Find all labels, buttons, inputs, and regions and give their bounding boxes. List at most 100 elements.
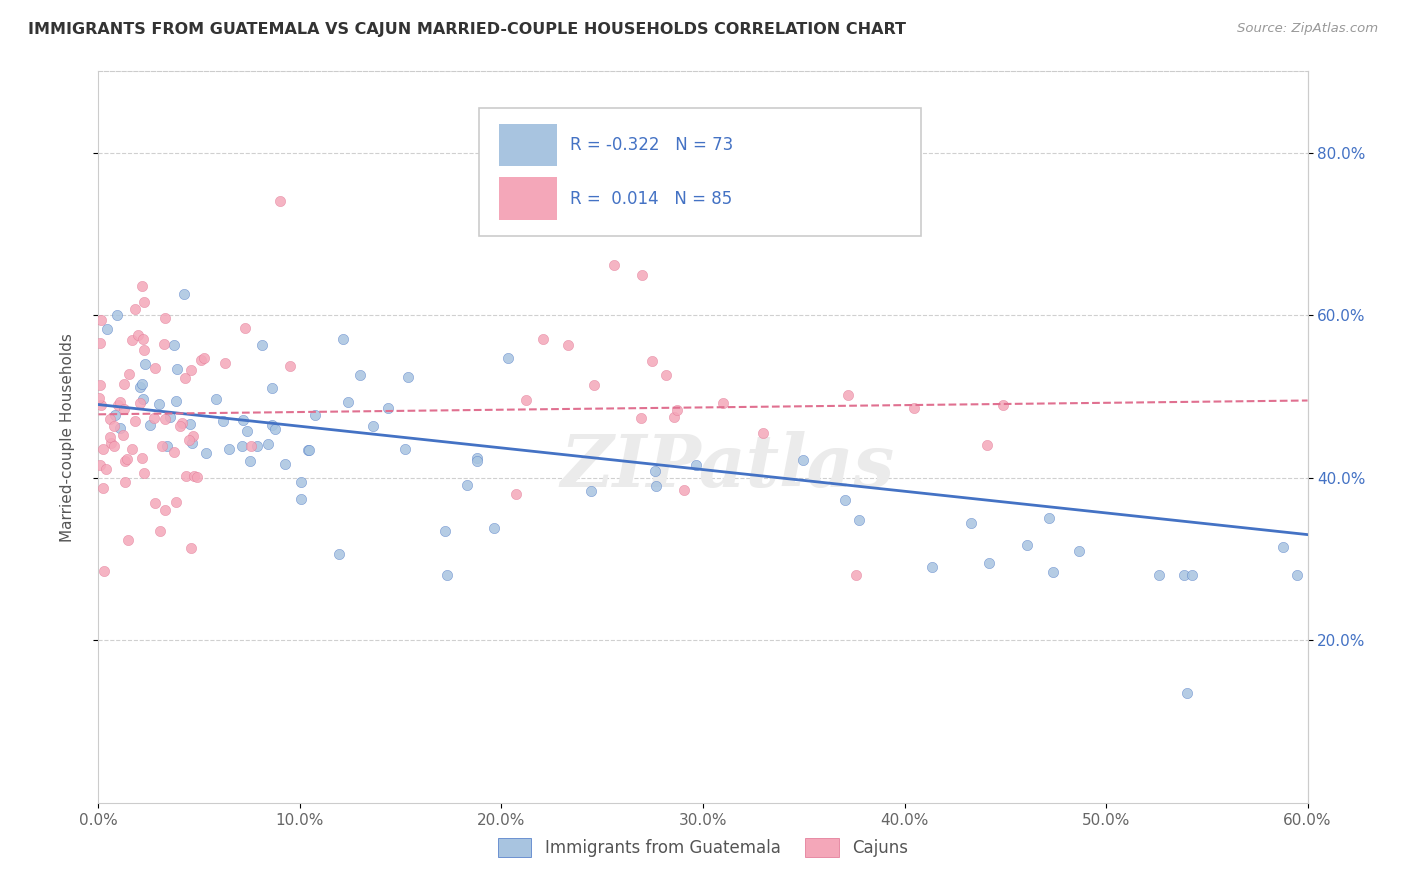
Point [112,428,135,442]
Point [114,475,136,489]
Point [361,418,384,433]
Point [273,457,295,471]
Point [153,310,176,325]
Point [179,417,201,431]
Point [132,466,155,480]
Point [107,399,129,413]
Point [396,369,419,384]
Point [394,442,416,456]
Point [124,414,146,428]
Point [115,451,138,466]
Point [377,401,399,416]
Point [169,419,191,434]
Point [214,356,236,370]
Point [132,392,155,407]
Point [134,357,156,371]
Point [232,412,254,426]
Point [91,442,114,457]
Point [645,479,668,493]
Point [262,381,284,395]
Point [166,362,188,376]
Point [176,469,198,483]
Bar [499,124,557,167]
Point [655,368,678,383]
Bar [499,178,557,219]
Point [250,338,273,352]
Point [349,368,371,383]
Point [641,354,664,368]
Point [139,417,162,432]
Point [87,391,110,405]
Point [260,417,283,432]
Text: R = -0.322   N = 73: R = -0.322 N = 73 [569,136,734,154]
Point [467,454,489,468]
Point [1042,566,1064,580]
Point [233,321,256,335]
Point [121,442,143,456]
Point [131,279,153,293]
Point [155,412,177,426]
Point [631,268,654,282]
Point [921,559,943,574]
Point [752,425,775,440]
Point [557,337,579,351]
Point [128,396,150,410]
Point [257,437,280,451]
Point [193,351,215,366]
Point [103,419,125,434]
Text: ZIPatlas: ZIPatlas [560,431,894,502]
Point [298,442,321,457]
Point [1181,568,1204,582]
Point [297,443,319,458]
Point [603,258,626,272]
Point [103,408,125,422]
Point [89,377,111,392]
Point [644,464,666,478]
Point [218,442,240,456]
Point [96,322,118,336]
Point [134,343,156,358]
Point [98,412,121,426]
Point [505,487,527,501]
Point [142,411,165,425]
Point [174,371,197,385]
Point [685,458,707,473]
Point [170,416,193,430]
Point [163,338,186,352]
Point [105,308,128,322]
Point [236,424,259,438]
Point [180,541,202,556]
Point [121,333,143,347]
Point [496,351,519,365]
Point [240,439,263,453]
Point [150,439,173,453]
Point [848,512,870,526]
Point [132,294,155,309]
Point [163,445,186,459]
Point [212,414,235,428]
Point [979,556,1001,570]
Point [108,394,131,409]
Point [278,359,301,373]
Point [181,435,204,450]
Point [128,380,150,394]
Point [837,387,859,401]
Point [100,436,122,450]
Point [155,502,177,516]
Point [991,398,1014,412]
Point [246,439,269,453]
Point [89,336,111,351]
Point [711,395,734,409]
Point [149,524,172,539]
Text: Source: ZipAtlas.com: Source: ZipAtlas.com [1237,22,1378,36]
Point [132,332,155,346]
Point [269,194,291,209]
Point [152,337,174,351]
Point [103,439,125,453]
Point [131,451,153,466]
Point [1173,568,1195,582]
Point [156,439,179,453]
Point [845,568,868,582]
Point [180,363,202,377]
Point [117,533,139,548]
